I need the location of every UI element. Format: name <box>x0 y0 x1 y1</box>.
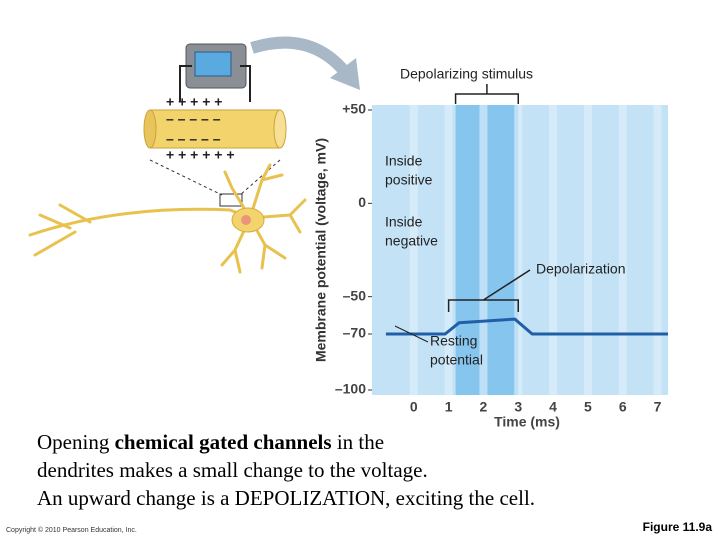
annotation: Inside <box>385 153 423 169</box>
voltmeter-screen <box>194 51 232 77</box>
annotation: negative <box>385 233 438 249</box>
x-tick-label: 5 <box>584 399 592 415</box>
depolarization-bracket <box>447 269 531 312</box>
stimulus-bracket <box>454 84 520 104</box>
caption-text: in the <box>331 430 385 454</box>
x-tick-label: 2 <box>480 399 488 415</box>
y-tick-label: –50 <box>343 287 367 303</box>
electrode-wires <box>179 65 251 102</box>
caption-line: dendrites makes a small change to the vo… <box>37 456 535 484</box>
resting-pointer <box>394 325 429 343</box>
y-axis-label: Membrane potential (voltage, mV) <box>313 138 329 362</box>
axon-end <box>273 109 287 149</box>
arrow-head <box>330 58 360 90</box>
caption-emphasis: chemical gated channels <box>114 430 332 454</box>
x-tick-label: 4 <box>549 399 557 415</box>
membrane-charge: + + + + + + <box>166 147 235 163</box>
x-tick-label: 0 <box>410 399 418 415</box>
caption: Opening chemical gated channels in the de… <box>37 428 535 512</box>
y-tick-label: –100 <box>335 381 366 397</box>
membrane-charge: – – – – – <box>166 111 221 127</box>
y-tick-label: +50 <box>342 101 366 117</box>
neuron <box>28 163 307 274</box>
axon-segment <box>149 109 281 149</box>
annotation: Depolarization <box>536 261 626 277</box>
caption-text: dendrites makes a small change to the vo… <box>37 458 428 482</box>
nucleus <box>241 215 251 225</box>
caption-text: An upward change is a DEPOLIZATION, exci… <box>37 486 536 510</box>
caption-line: An upward change is a DEPOLIZATION, exci… <box>37 484 535 512</box>
annotation: positive <box>385 172 433 188</box>
y-tick-label: 0 <box>358 194 366 210</box>
annotation: potential <box>430 352 483 368</box>
membrane-charge: – – – – – <box>166 131 221 147</box>
annotation: Inside <box>385 214 423 230</box>
x-tick-label: 3 <box>514 399 522 415</box>
zoom-lines <box>149 159 281 196</box>
y-tick-label: –70 <box>343 325 367 341</box>
figure-label: Figure 11.9a <box>642 520 712 534</box>
potential-line <box>385 317 668 336</box>
membrane-charge: + + + + + <box>166 94 222 110</box>
annotation: Depolarizing stimulus <box>400 66 533 82</box>
zoom-box <box>219 193 243 207</box>
copyright: Copyright © 2010 Pearson Education, Inc. <box>6 527 137 534</box>
caption-text: Opening <box>37 430 115 454</box>
x-axis-label: Time (ms) <box>494 414 560 430</box>
annotation: Resting <box>430 333 477 349</box>
x-tick-label: 1 <box>445 399 453 415</box>
x-tick-label: 6 <box>619 399 627 415</box>
axon-end <box>143 109 157 149</box>
arrow <box>250 36 350 76</box>
x-tick-label: 7 <box>654 399 662 415</box>
caption-line: Opening chemical gated channels in the <box>37 428 535 456</box>
